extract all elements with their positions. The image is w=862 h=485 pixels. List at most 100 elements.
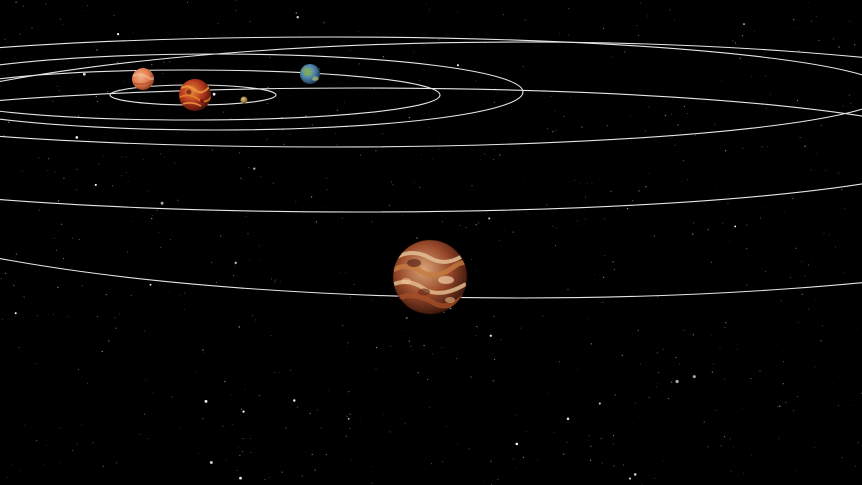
star [147, 438, 149, 440]
star [314, 469, 316, 471]
star [311, 453, 313, 456]
star [371, 482, 373, 484]
star [637, 330, 639, 332]
star [270, 334, 272, 337]
star [345, 435, 347, 437]
star [349, 413, 351, 415]
star [478, 222, 480, 224]
star [654, 235, 656, 237]
star [404, 423, 406, 425]
star [734, 225, 737, 228]
star [841, 457, 843, 459]
star [234, 172, 236, 174]
star [797, 395, 799, 397]
star [195, 36, 197, 38]
star [36, 440, 38, 442]
star [742, 472, 744, 474]
star [43, 464, 44, 466]
star [707, 229, 709, 231]
star [151, 217, 153, 220]
star [249, 259, 251, 260]
orbit-saturn [0, 41, 862, 299]
star [152, 392, 154, 394]
star [475, 80, 477, 82]
star [234, 261, 237, 265]
star [427, 378, 429, 380]
star [733, 446, 735, 448]
star [162, 73, 163, 74]
star [558, 361, 561, 363]
star [326, 189, 328, 190]
star [114, 317, 116, 319]
star [683, 105, 686, 108]
star [383, 414, 385, 415]
star [588, 434, 590, 437]
star [543, 51, 545, 53]
star [312, 124, 314, 126]
planet-red-lava[interactable] [179, 79, 212, 111]
star [52, 100, 54, 102]
star [692, 375, 696, 379]
star [100, 253, 102, 255]
star [492, 380, 495, 382]
star [269, 56, 271, 58]
star [499, 154, 501, 156]
star [613, 435, 615, 437]
star [648, 172, 650, 174]
star [209, 461, 213, 464]
star [778, 438, 780, 440]
star [41, 145, 42, 147]
star [388, 204, 390, 206]
star [349, 50, 351, 52]
star [113, 1, 115, 2]
star [149, 283, 152, 286]
star [683, 329, 685, 331]
star [589, 459, 592, 461]
star [574, 180, 575, 181]
star [160, 246, 162, 248]
star [429, 407, 430, 408]
star [725, 321, 727, 324]
star [515, 442, 519, 446]
star [431, 463, 432, 465]
star [779, 405, 781, 407]
star [850, 102, 852, 104]
star [576, 220, 578, 222]
star [815, 300, 817, 302]
star [258, 245, 260, 247]
star [542, 315, 544, 317]
star [250, 438, 251, 439]
star [316, 409, 318, 411]
star [371, 466, 373, 467]
star [669, 9, 671, 11]
planet-orange[interactable] [132, 68, 156, 90]
planet-blue-green[interactable] [300, 64, 320, 84]
star [602, 301, 604, 303]
star [498, 239, 501, 241]
star [266, 102, 268, 105]
star [97, 100, 99, 103]
star [842, 105, 844, 107]
star [746, 224, 748, 226]
star [746, 284, 748, 286]
planet-small-tan[interactable] [240, 96, 248, 104]
star [431, 159, 433, 161]
star [567, 288, 569, 291]
star [483, 89, 485, 91]
star [577, 369, 579, 371]
star [130, 294, 133, 297]
star [405, 317, 407, 319]
planet-large-mottled[interactable] [392, 239, 470, 315]
star [266, 138, 268, 140]
star [145, 380, 146, 381]
star [392, 184, 394, 186]
star [224, 380, 226, 383]
star [465, 226, 467, 229]
star [234, 264, 236, 266]
star [761, 146, 763, 148]
star [602, 27, 605, 29]
star [87, 382, 89, 384]
star [195, 371, 197, 373]
